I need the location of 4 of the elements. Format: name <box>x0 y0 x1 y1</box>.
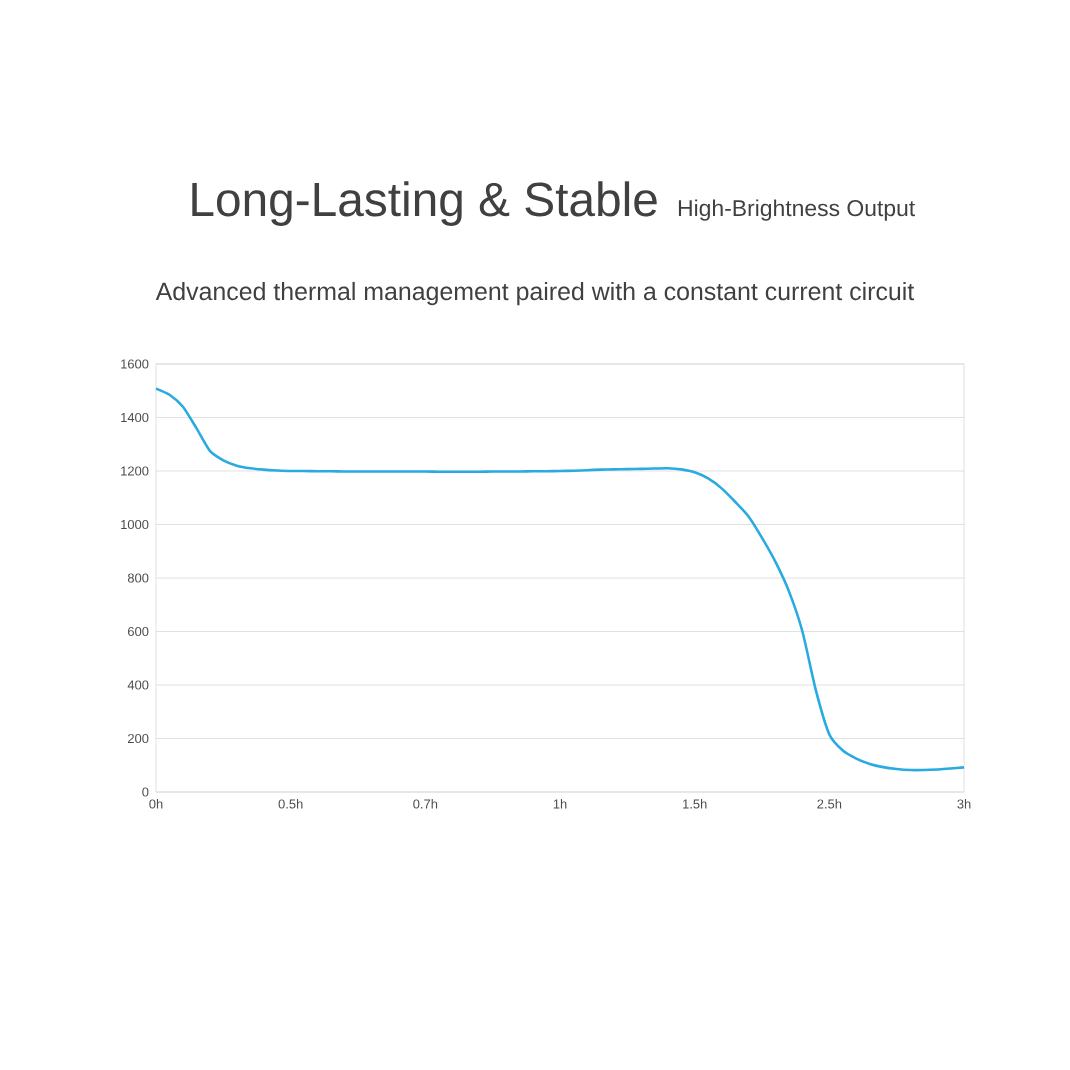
text: High-Brightness Output <box>678 199 915 221</box>
chart-subtitle: Advanced thermal management paired with a constant current circuit <box>155 281 915 306</box>
line-series <box>154 387 966 772</box>
chart-title: Long-Lasting & Stable <box>192 181 657 226</box>
